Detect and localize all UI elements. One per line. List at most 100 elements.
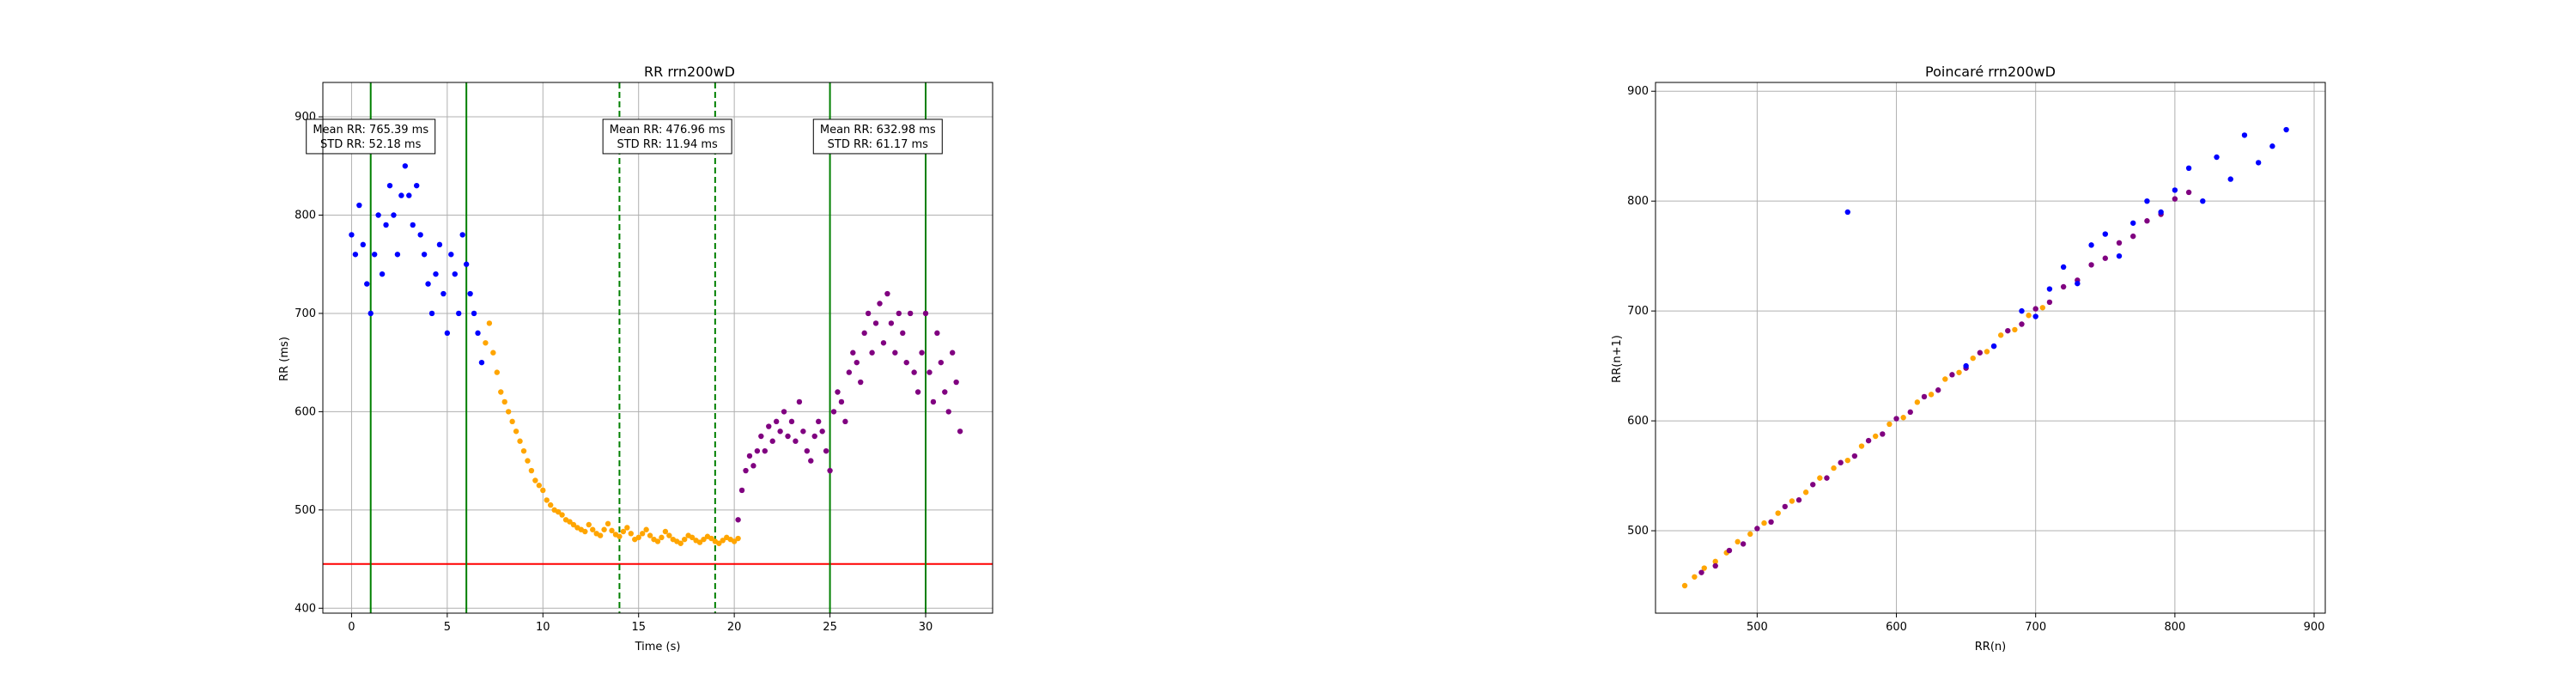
poincare-data-point bbox=[1768, 519, 1774, 526]
rr-data-point bbox=[830, 409, 837, 415]
poincare-data-point bbox=[1775, 510, 1781, 516]
rr-data-point bbox=[785, 433, 791, 440]
rr-data-point bbox=[440, 290, 447, 297]
rr-data-point bbox=[696, 539, 703, 545]
poincare-chart-xlabel: RR(n) bbox=[1975, 641, 2006, 654]
poincare-data-point bbox=[1817, 475, 1823, 481]
poincare-data-point bbox=[1880, 431, 1886, 437]
rr-data-point bbox=[872, 320, 879, 326]
rr-chart-ylabel: RR (ms) bbox=[278, 337, 291, 381]
rr-ytick-label: 600 bbox=[295, 405, 316, 418]
rr-data-point bbox=[513, 429, 519, 435]
rr-data-point bbox=[394, 252, 401, 258]
poincare-data-point bbox=[2144, 218, 2150, 224]
rr-data-point bbox=[379, 271, 386, 277]
rr-data-point bbox=[597, 532, 604, 538]
poincare-chart-title: Poincaré rrn200wD bbox=[1925, 64, 2056, 80]
poincare-ytick-label: 800 bbox=[1627, 195, 1649, 208]
poincare-data-point bbox=[2200, 198, 2206, 204]
rr-ytick-label: 400 bbox=[295, 602, 316, 615]
rr-data-point bbox=[835, 389, 841, 395]
rr-data-point bbox=[827, 467, 833, 474]
poincare-xtick-label: 900 bbox=[2304, 621, 2325, 634]
rr-data-point bbox=[662, 528, 669, 535]
rr-data-point bbox=[406, 192, 412, 198]
rr-data-point bbox=[735, 517, 741, 523]
rr-data-point bbox=[505, 409, 512, 415]
rr-data-point bbox=[773, 418, 780, 425]
rr-data-point bbox=[509, 418, 515, 425]
rr-ytick-label: 700 bbox=[295, 307, 316, 320]
poincare-data-point bbox=[1907, 409, 1913, 416]
poincare-data-point bbox=[1997, 332, 2004, 338]
poincare-data-point bbox=[2185, 165, 2192, 172]
rr-stats-mean: Mean RR: 765.39 ms bbox=[313, 124, 428, 137]
poincare-data-point bbox=[1692, 574, 1698, 580]
poincare-data-point bbox=[2012, 326, 2018, 333]
rr-data-point bbox=[532, 477, 538, 483]
poincare-data-point bbox=[1893, 416, 1899, 422]
poincare-data-point bbox=[1747, 531, 1753, 538]
rr-data-point bbox=[838, 398, 845, 405]
rr-data-point bbox=[617, 533, 623, 539]
rr-ytick-label: 800 bbox=[295, 210, 316, 222]
poincare-data-point bbox=[2130, 233, 2136, 240]
poincare-data-point bbox=[2019, 307, 2025, 314]
rr-data-point bbox=[628, 531, 634, 537]
rr-data-point bbox=[463, 261, 470, 267]
rr-data-point bbox=[869, 350, 875, 356]
rr-xtick-label: 20 bbox=[727, 621, 742, 634]
rr-data-point bbox=[352, 252, 359, 258]
rr-data-point bbox=[808, 458, 814, 464]
rr-data-point bbox=[459, 232, 465, 238]
poincare-data-point bbox=[1851, 453, 1858, 459]
poincare-data-point bbox=[1782, 503, 1789, 510]
poincare-data-point bbox=[1795, 497, 1802, 503]
rr-data-point bbox=[677, 540, 683, 546]
rr-data-point bbox=[788, 418, 795, 425]
rr-data-point bbox=[467, 290, 473, 297]
rr-data-point bbox=[555, 508, 562, 515]
poincare-data-point bbox=[1831, 465, 1837, 471]
rr-data-point bbox=[517, 438, 523, 444]
rr-data-point bbox=[528, 467, 535, 474]
rr-data-point bbox=[743, 467, 749, 474]
rr-data-point bbox=[483, 340, 489, 346]
rr-data-point bbox=[850, 350, 856, 356]
rr-data-point bbox=[708, 535, 714, 542]
rr-data-point bbox=[448, 252, 454, 258]
poincare-data-point bbox=[1963, 362, 1969, 369]
rr-data-point bbox=[525, 458, 531, 464]
rr-xtick-label: 25 bbox=[823, 621, 837, 634]
rr-data-point bbox=[647, 532, 653, 538]
rr-data-point bbox=[364, 281, 370, 287]
poincare-data-point bbox=[2060, 264, 2067, 271]
poincare-data-point bbox=[1681, 582, 1688, 589]
rr-data-point bbox=[858, 379, 864, 386]
poincare-data-point bbox=[1726, 547, 1733, 554]
rr-data-point bbox=[945, 409, 951, 415]
poincare-chart-ylabel: RR(n+1) bbox=[1611, 335, 1624, 383]
poincare-data-point bbox=[1886, 421, 1893, 428]
rr-data-point bbox=[433, 271, 439, 277]
poincare-data-point bbox=[2102, 255, 2108, 261]
rr-stats-box bbox=[306, 119, 436, 155]
rr-data-point bbox=[383, 222, 389, 228]
rr-data-point bbox=[738, 487, 745, 494]
rr-data-point bbox=[884, 290, 890, 297]
rr-data-point bbox=[567, 519, 573, 525]
rr-data-point bbox=[414, 182, 420, 189]
poincare-ytick-label: 500 bbox=[1627, 525, 1649, 538]
rr-data-point bbox=[811, 433, 817, 440]
poincare-data-point bbox=[1921, 393, 1928, 400]
rr-stats-mean: Mean RR: 632.98 ms bbox=[820, 124, 936, 137]
poincare-data-point bbox=[1928, 392, 1935, 398]
rr-stats-std: STD RR: 61.17 ms bbox=[828, 138, 929, 151]
rr-data-point bbox=[417, 232, 423, 238]
rr-data-point bbox=[927, 369, 933, 375]
poincare-data-point bbox=[1956, 369, 1962, 375]
rr-data-point bbox=[777, 429, 783, 435]
rr-data-point bbox=[716, 540, 722, 546]
rr-data-point bbox=[861, 330, 867, 337]
poincare-data-point bbox=[1712, 562, 1718, 569]
